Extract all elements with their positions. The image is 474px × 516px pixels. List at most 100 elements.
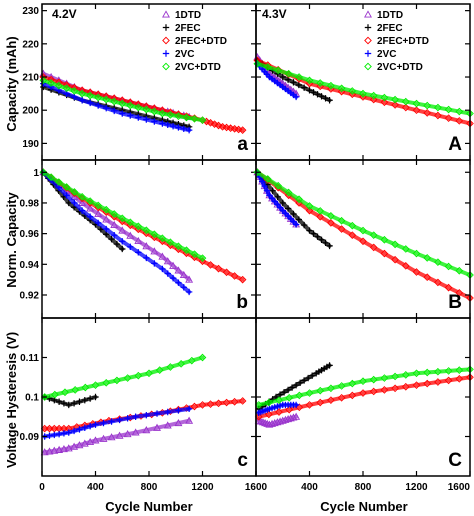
data-point	[51, 431, 58, 439]
data-point	[198, 254, 207, 263]
data-point	[316, 386, 325, 395]
series-2vc-C	[255, 401, 300, 416]
data-point	[455, 366, 464, 374]
series-band	[255, 170, 472, 301]
data-point	[177, 359, 185, 368]
data-point	[316, 398, 325, 407]
y-tick-label: 0.1	[25, 393, 39, 404]
data-point	[185, 275, 194, 283]
data-point	[275, 396, 283, 404]
series-band	[41, 170, 205, 261]
data-point	[292, 401, 300, 409]
data-point	[263, 175, 272, 183]
data-point	[306, 227, 313, 234]
data-point	[135, 114, 142, 121]
data-point	[76, 398, 83, 405]
data-point	[159, 120, 166, 127]
data-point	[444, 105, 453, 114]
data-point	[182, 113, 191, 122]
data-point	[253, 59, 262, 68]
data-point	[423, 368, 432, 377]
data-point	[261, 182, 268, 190]
panel-label-b: b	[236, 292, 248, 313]
data-point	[107, 433, 116, 441]
legend-label: 2VC+DTD	[175, 62, 221, 73]
data-point	[300, 84, 308, 91]
data-point	[123, 374, 132, 382]
data-point	[50, 446, 59, 454]
data-point	[401, 103, 410, 112]
data-point	[113, 240, 121, 248]
data-point	[348, 379, 357, 388]
data-point	[273, 418, 282, 426]
series-2vc-dtd-a	[39, 76, 207, 125]
data-point	[163, 257, 172, 265]
data-point	[401, 371, 410, 379]
data-point	[455, 374, 464, 383]
data-point	[279, 199, 286, 207]
x-tick-label: 1200	[405, 482, 428, 493]
data-point	[175, 124, 182, 131]
panel-frame	[41, 317, 257, 477]
legend-label: 2FEC+DTD	[377, 36, 429, 47]
data-point	[263, 419, 272, 427]
data-point	[391, 101, 399, 109]
data-point	[174, 266, 183, 274]
legend-a: 1DTD 2FEC 2FEC+DTD 2VC 2VC+DTD	[162, 10, 227, 73]
data-point	[71, 199, 78, 207]
data-point	[423, 109, 432, 117]
data-point	[322, 95, 329, 102]
data-point	[401, 97, 410, 106]
data-point	[253, 168, 262, 177]
data-point	[290, 79, 297, 86]
data-point	[305, 401, 314, 409]
data-point	[103, 225, 110, 233]
data-point	[169, 274, 177, 282]
data-point	[145, 369, 153, 378]
data-point	[39, 168, 48, 177]
data-point	[348, 221, 357, 230]
data-point	[78, 97, 86, 104]
data-point	[92, 421, 99, 428]
data-point	[166, 363, 175, 371]
data-point	[444, 283, 453, 292]
data-point	[305, 389, 314, 397]
data-point	[185, 416, 194, 424]
data-point	[258, 418, 267, 426]
data-point	[268, 419, 277, 427]
x-tick-label: 1200	[191, 482, 214, 493]
data-point	[348, 87, 357, 95]
y-tick-label: 1	[33, 168, 39, 179]
x-tick-label: 1600	[245, 482, 268, 493]
data-point	[81, 396, 88, 404]
data-point	[280, 389, 288, 396]
data-point	[71, 386, 80, 394]
data-point	[91, 436, 100, 444]
data-point	[102, 205, 111, 214]
x-tick-label: 400	[301, 482, 318, 493]
data-point	[76, 426, 83, 433]
data-point	[265, 410, 273, 419]
data-point	[444, 262, 453, 271]
series-2vc-dtd-b	[39, 168, 207, 263]
data-point	[40, 448, 49, 456]
data-point	[401, 382, 410, 391]
data-point	[391, 240, 399, 249]
data-point	[295, 81, 302, 89]
panel-a: 190 200 210 220 230 a 1DTD 2FEC 2FEC+DTD 2VC 2VC+D…	[22, 3, 257, 161]
panel-B-series	[253, 168, 474, 302]
voltage-label-left: 4.2V	[52, 7, 77, 21]
data-point	[70, 400, 78, 407]
data-point	[169, 261, 178, 269]
data-point	[190, 250, 199, 259]
y-axis-label-capacity: Capacity (mAh)	[4, 36, 19, 131]
data-point	[143, 411, 150, 419]
data-point	[47, 79, 55, 87]
data-point	[59, 445, 68, 453]
y-tick-label: 0.96	[20, 229, 40, 240]
legend-label: 2FEC+DTD	[175, 36, 227, 47]
data-point	[276, 417, 285, 425]
data-point	[65, 199, 72, 207]
series-band	[255, 170, 299, 227]
